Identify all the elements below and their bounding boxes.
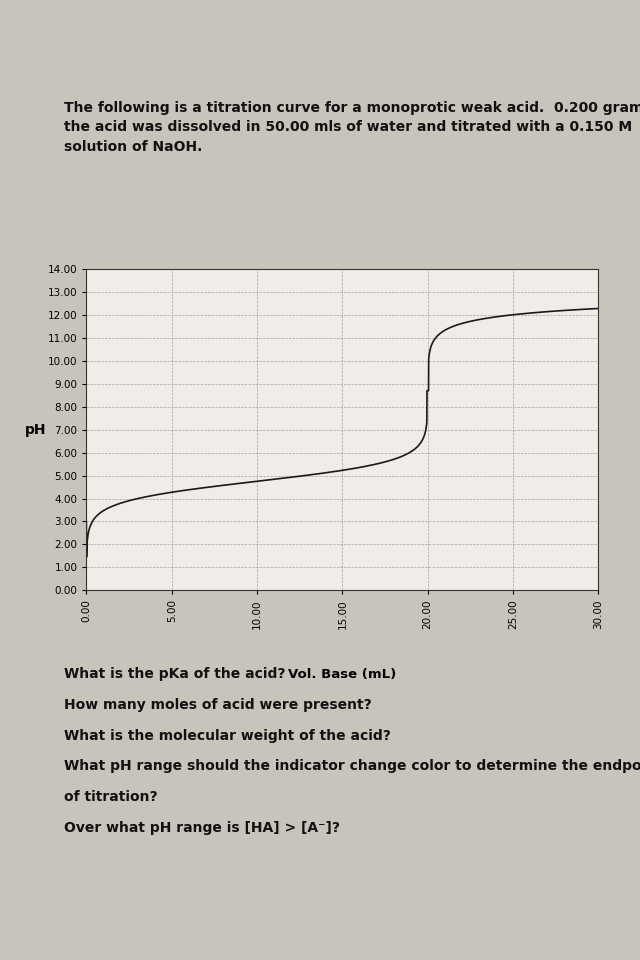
- Text: Over what pH range is [HA] > [A⁻]?: Over what pH range is [HA] > [A⁻]?: [64, 821, 340, 835]
- Text: What is the molecular weight of the acid?: What is the molecular weight of the acid…: [64, 729, 391, 743]
- Text: How many moles of acid were present?: How many moles of acid were present?: [64, 698, 372, 712]
- Text: What is the pKa of the acid?: What is the pKa of the acid?: [64, 667, 285, 682]
- Text: The following is a titration curve for a monoprotic weak acid.  0.200 grams of
t: The following is a titration curve for a…: [64, 101, 640, 154]
- Text: pH: pH: [24, 422, 46, 437]
- Text: What pH range should the indicator change color to determine the endpoint: What pH range should the indicator chang…: [64, 759, 640, 774]
- Text: of titration?: of titration?: [64, 790, 157, 804]
- X-axis label: Vol. Base (mL): Vol. Base (mL): [288, 668, 397, 681]
